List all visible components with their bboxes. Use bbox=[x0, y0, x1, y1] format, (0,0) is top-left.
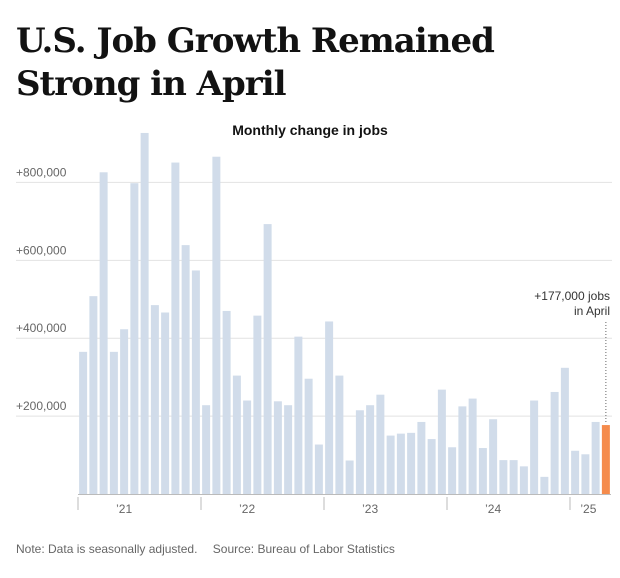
chart-title: Monthly change in jobs bbox=[232, 122, 388, 138]
bar bbox=[273, 401, 282, 494]
bar bbox=[314, 444, 323, 494]
bar bbox=[417, 421, 426, 494]
bar bbox=[120, 329, 129, 494]
annotation-label: in April bbox=[574, 304, 610, 318]
bar bbox=[355, 410, 364, 494]
y-tick-label: +800,000 bbox=[16, 165, 67, 179]
bar bbox=[325, 321, 334, 494]
footer-source: Source: Bureau of Labor Statistics bbox=[212, 542, 395, 556]
bar bbox=[458, 406, 467, 494]
bar bbox=[89, 296, 98, 494]
bar bbox=[489, 419, 498, 494]
x-tick-label: ’24 bbox=[485, 502, 501, 516]
bar bbox=[437, 389, 446, 494]
chart-footer: Note: Data is seasonally adjusted. Sourc… bbox=[16, 542, 407, 556]
bar bbox=[478, 448, 487, 494]
annotation-label: +177,000 jobs bbox=[534, 289, 610, 303]
bar bbox=[212, 156, 221, 494]
bar bbox=[530, 400, 539, 494]
x-tick-label: ’22 bbox=[239, 502, 255, 516]
bar bbox=[571, 450, 580, 494]
bar bbox=[222, 310, 231, 494]
y-tick-label: +200,000 bbox=[16, 399, 67, 413]
x-tick-label: ’21 bbox=[116, 502, 132, 516]
bar bbox=[550, 391, 559, 494]
bar bbox=[591, 421, 600, 494]
y-tick-label: +600,000 bbox=[16, 243, 67, 257]
bar bbox=[294, 336, 303, 494]
bar bbox=[366, 405, 375, 494]
bar bbox=[232, 375, 241, 494]
bar bbox=[345, 460, 354, 494]
bar-highlight bbox=[601, 425, 610, 494]
bar bbox=[335, 375, 344, 494]
bar bbox=[509, 460, 518, 494]
bar bbox=[140, 132, 149, 495]
bar bbox=[396, 433, 405, 494]
footer-note: Note: Data is seasonally adjusted. bbox=[16, 542, 198, 556]
bar bbox=[448, 447, 457, 494]
x-tick-label: ’25 bbox=[580, 502, 596, 516]
x-tick-label: ’23 bbox=[362, 502, 378, 516]
bar bbox=[376, 394, 385, 494]
bar bbox=[263, 224, 272, 495]
headline: U.S. Job Growth Remained Strong in April bbox=[16, 21, 495, 104]
bar bbox=[519, 466, 528, 494]
bar bbox=[130, 183, 139, 494]
y-tick-label: +400,000 bbox=[16, 321, 67, 335]
bar bbox=[407, 432, 416, 494]
bar bbox=[109, 351, 118, 494]
bar bbox=[171, 162, 180, 494]
bar bbox=[468, 398, 477, 494]
bar bbox=[79, 351, 88, 494]
bar bbox=[253, 315, 262, 494]
bar bbox=[284, 405, 293, 494]
bar bbox=[99, 172, 108, 494]
bar bbox=[560, 367, 569, 494]
bar bbox=[243, 400, 252, 494]
bar bbox=[386, 435, 395, 494]
bar bbox=[499, 460, 508, 494]
bar bbox=[150, 305, 159, 494]
bar bbox=[304, 378, 313, 494]
bar bbox=[161, 312, 170, 494]
bar bbox=[202, 405, 211, 494]
bar bbox=[427, 439, 436, 494]
bar bbox=[181, 245, 190, 494]
bar bbox=[581, 454, 590, 494]
bar bbox=[540, 476, 549, 494]
bar bbox=[191, 270, 200, 494]
